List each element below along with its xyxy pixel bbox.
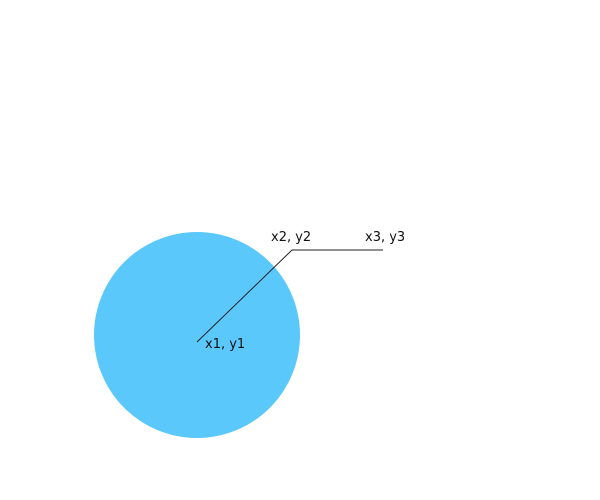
label-x1-y1: x1, y1 xyxy=(205,337,246,352)
blue-circle xyxy=(94,232,300,438)
label-x3-y3: x3, y3 xyxy=(365,230,406,245)
leader-line xyxy=(196,249,383,343)
label-x2-y2: x2, y2 xyxy=(271,230,312,245)
